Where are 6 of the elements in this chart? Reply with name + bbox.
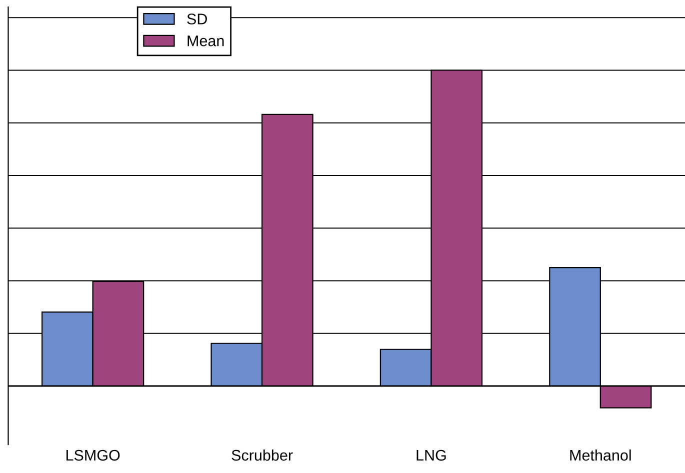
legend-label: Mean [188, 36, 224, 46]
x-tick-label: LNG [416, 450, 446, 461]
legend-label: SD [187, 14, 207, 24]
x-tick-label: LSMGO [66, 450, 120, 461]
x-tick-label: Methanol [570, 449, 631, 461]
x-tick-label: Scrubber [232, 449, 293, 461]
